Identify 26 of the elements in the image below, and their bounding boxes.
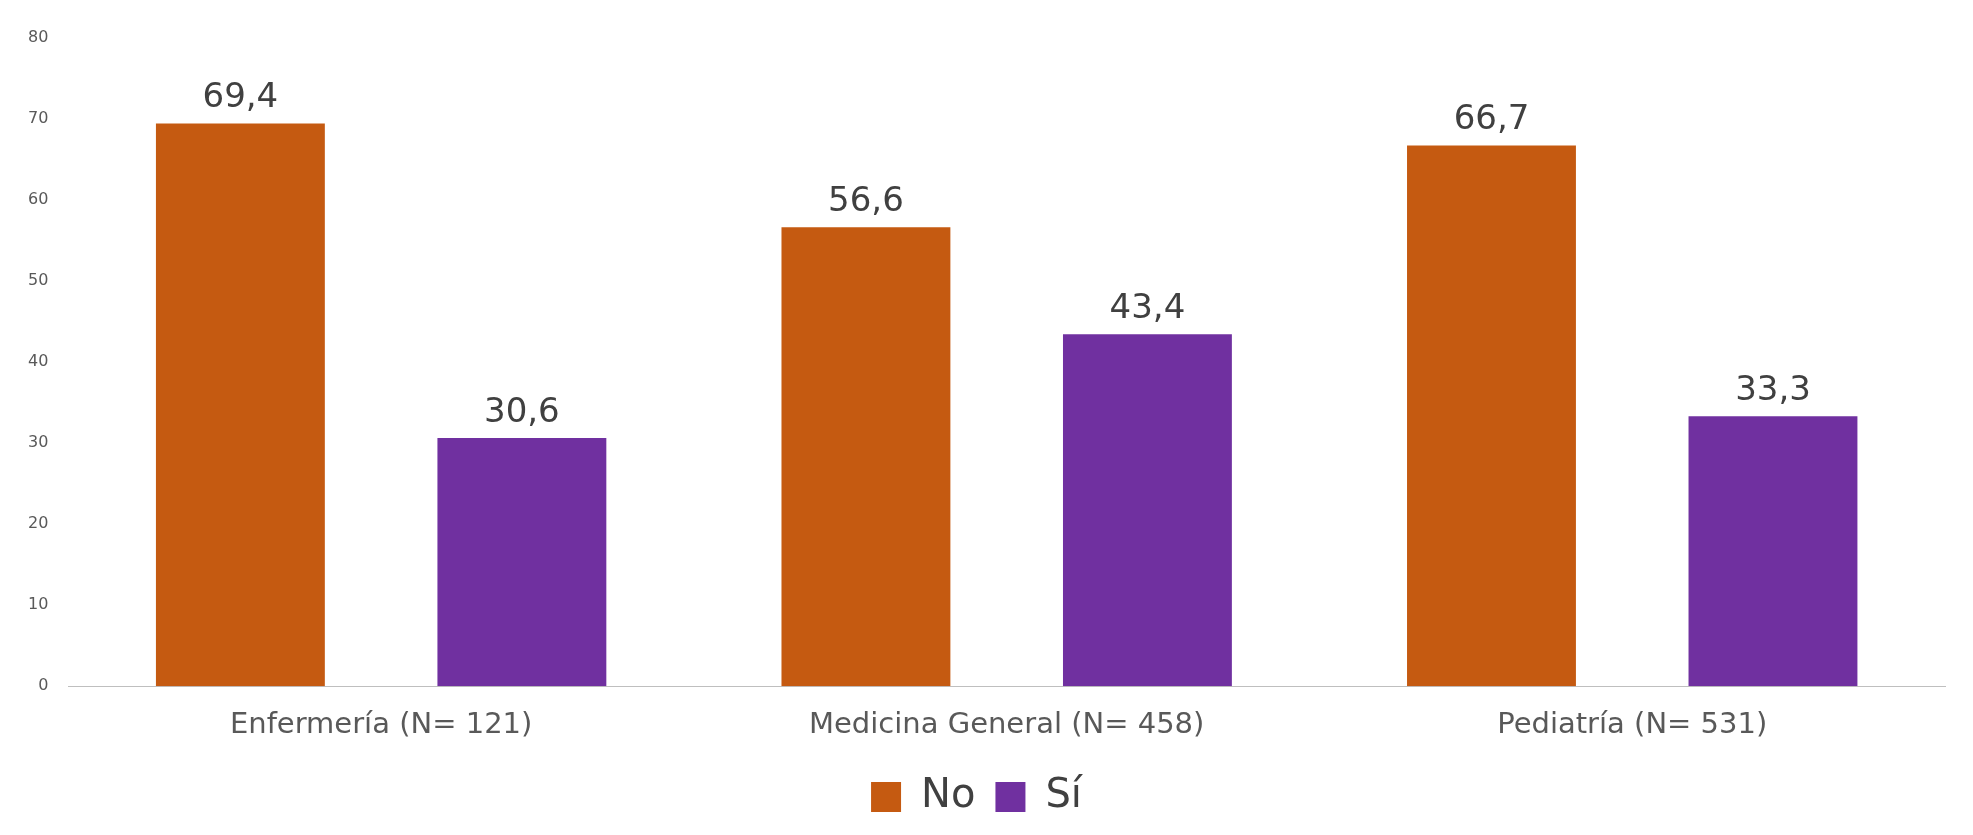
y-tick-label: 40	[28, 351, 49, 371]
bar	[437, 438, 607, 687]
data-label: 30,6	[484, 389, 560, 430]
y-tick-label: 0	[38, 675, 49, 695]
x-tick-label: Pediatría (N= 531)	[1497, 706, 1768, 741]
bar	[1407, 145, 1576, 687]
y-tick-label: 70	[28, 107, 49, 127]
data-label: 33,3	[1735, 368, 1811, 409]
x-tick-label: Medicina General (N= 458)	[808, 706, 1205, 741]
bar	[155, 123, 325, 687]
data-label: 56,6	[828, 179, 904, 220]
y-tick-label: 20	[28, 513, 49, 533]
y-tick-label: 50	[28, 269, 49, 289]
data-label: 69,4	[202, 75, 279, 116]
bar	[1062, 334, 1232, 687]
y-tick-label: 10	[28, 594, 49, 614]
legend-label: No	[921, 770, 976, 817]
y-tick-label: 30	[28, 432, 49, 452]
data-label: 66,7	[1453, 97, 1530, 138]
y-tick-label: 60	[28, 188, 49, 208]
bar	[781, 227, 951, 687]
legend-label: Sí	[1045, 770, 1084, 817]
bar	[1688, 416, 1858, 687]
data-label: 43,4	[1109, 286, 1186, 327]
x-tick-label: Enfermería (N= 121)	[229, 706, 533, 741]
y-tick-label: 80	[28, 26, 49, 46]
